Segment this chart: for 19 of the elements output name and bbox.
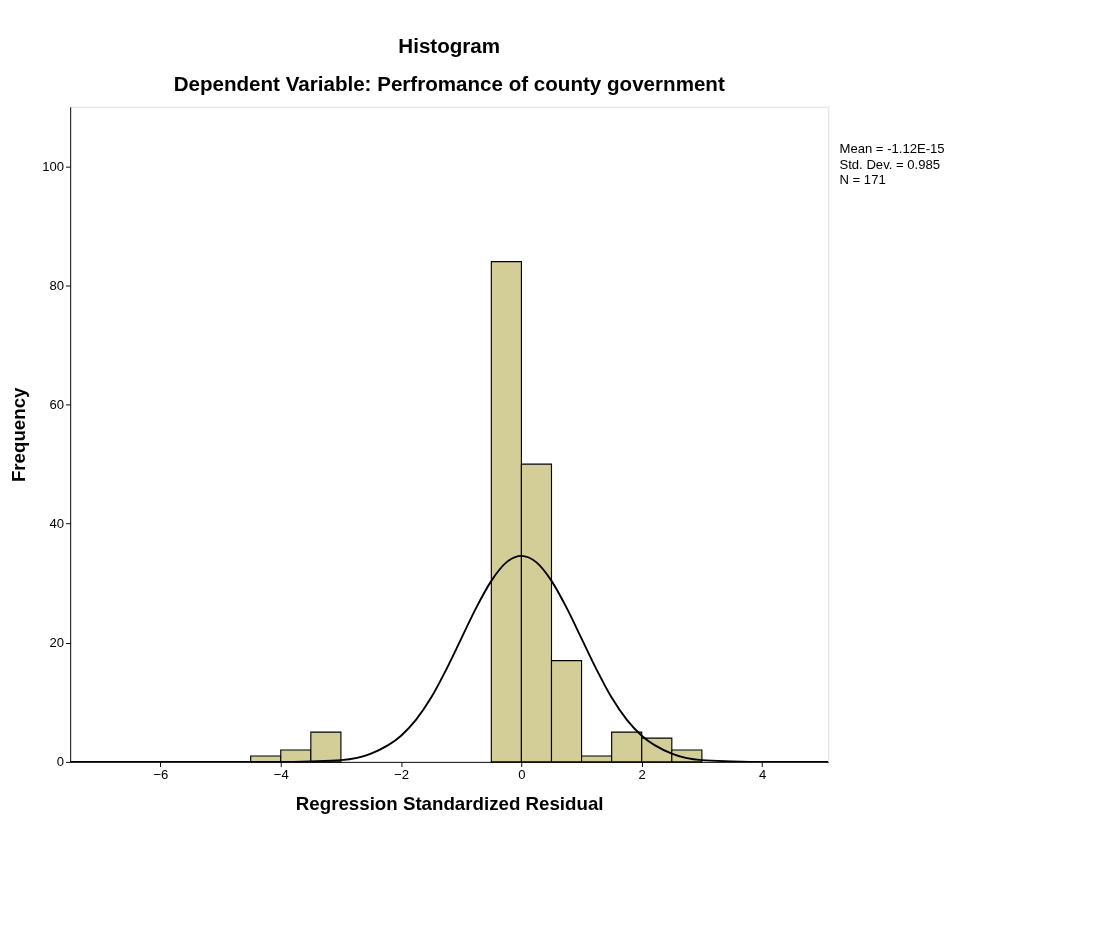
y-tick-label: 40 xyxy=(49,515,65,531)
chart-subtitle: Dependent Variable: Perfromance of county government xyxy=(173,71,725,95)
y-tick-label: 0 xyxy=(56,754,65,770)
chart-title: Histogram xyxy=(398,34,501,58)
y-tick-label: 80 xyxy=(49,277,65,293)
x-tick-label: 0 xyxy=(518,767,526,783)
y-tick-label: 60 xyxy=(49,396,65,412)
x-tick-label: 4 xyxy=(758,767,767,783)
x-tick-label: −4 xyxy=(273,767,289,783)
x-axis-title: Regression Standardized Residual xyxy=(295,793,604,815)
y-axis-title: Frequency xyxy=(8,386,30,483)
x-tick-label: −2 xyxy=(394,767,410,783)
text: Mean = -1.12E-15 xyxy=(839,140,945,156)
text: N = 171 xyxy=(839,172,886,188)
x-tick-label: −6 xyxy=(153,767,169,783)
text: Std. Dev. = 0.985 xyxy=(839,156,941,172)
x-tick-label: 2 xyxy=(638,767,646,783)
y-tick-label: 100 xyxy=(42,158,65,174)
y-tick-label: 20 xyxy=(49,635,65,651)
